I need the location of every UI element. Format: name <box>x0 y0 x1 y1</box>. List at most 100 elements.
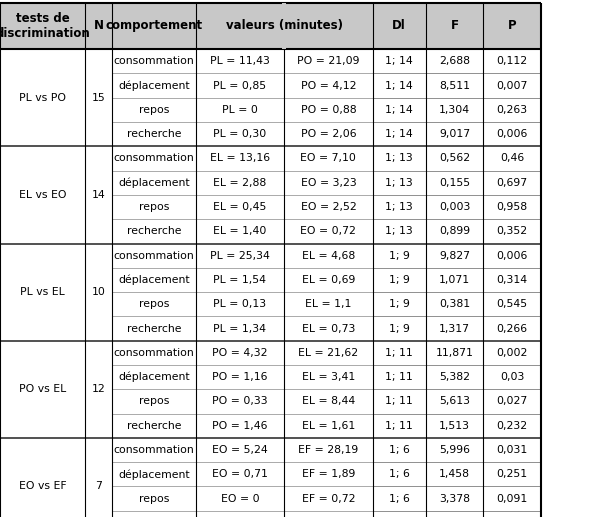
Text: déplacement: déplacement <box>118 177 189 188</box>
Text: 7: 7 <box>95 481 102 492</box>
Text: 0,697: 0,697 <box>497 178 528 188</box>
Text: EL = 1,40: EL = 1,40 <box>213 226 266 236</box>
Text: EL = 4,68: EL = 4,68 <box>302 251 355 261</box>
Text: PO = 4,32: PO = 4,32 <box>212 348 268 358</box>
Text: PL = 0,13: PL = 0,13 <box>213 299 266 309</box>
Text: recherche: recherche <box>127 129 181 139</box>
Text: 9,017: 9,017 <box>439 129 470 139</box>
Text: PO = 2,06: PO = 2,06 <box>301 129 356 139</box>
Text: EL vs EO: EL vs EO <box>18 190 66 200</box>
Text: 1,317: 1,317 <box>439 324 470 333</box>
Text: 8,511: 8,511 <box>439 81 470 90</box>
Text: 10: 10 <box>92 287 105 297</box>
Text: 1; 11: 1; 11 <box>385 397 413 406</box>
Text: 12: 12 <box>92 384 105 394</box>
Text: repos: repos <box>138 105 169 115</box>
Text: EL = 21,62: EL = 21,62 <box>298 348 359 358</box>
Text: 1; 14: 1; 14 <box>385 56 413 66</box>
Text: 11,871: 11,871 <box>435 348 474 358</box>
Text: EL = 0,73: EL = 0,73 <box>302 324 355 333</box>
Text: EF = 0,72: EF = 0,72 <box>302 494 355 504</box>
Text: 1; 13: 1; 13 <box>385 178 413 188</box>
Text: PO vs EL: PO vs EL <box>19 384 66 394</box>
Text: 1; 13: 1; 13 <box>385 226 413 236</box>
Bar <box>0 3 541 49</box>
Text: 1; 11: 1; 11 <box>385 421 413 431</box>
Text: 1; 13: 1; 13 <box>385 154 413 163</box>
Text: repos: repos <box>138 494 169 504</box>
Text: 1; 14: 1; 14 <box>385 81 413 90</box>
Text: consommation: consommation <box>113 445 194 455</box>
Text: EO = 0,71: EO = 0,71 <box>212 469 268 479</box>
Text: EL = 13,16: EL = 13,16 <box>210 154 270 163</box>
Text: 5,613: 5,613 <box>439 397 470 406</box>
Text: 5,382: 5,382 <box>439 372 470 382</box>
Text: 0,002: 0,002 <box>496 348 528 358</box>
Text: 3,378: 3,378 <box>439 494 470 504</box>
Text: PL = 11,43: PL = 11,43 <box>210 56 270 66</box>
Text: 15: 15 <box>92 93 105 103</box>
Text: comportement: comportement <box>105 19 202 33</box>
Text: PL = 1,54: PL = 1,54 <box>213 275 266 285</box>
Text: F: F <box>450 19 459 33</box>
Text: PL = 1,34: PL = 1,34 <box>213 324 266 333</box>
Text: 1; 6: 1; 6 <box>389 469 410 479</box>
Text: 1,513: 1,513 <box>439 421 470 431</box>
Text: 1; 6: 1; 6 <box>389 494 410 504</box>
Text: consommation: consommation <box>113 154 194 163</box>
Text: EL = 8,44: EL = 8,44 <box>302 397 355 406</box>
Text: déplacement: déplacement <box>118 275 189 285</box>
Text: EO = 0: EO = 0 <box>221 494 259 504</box>
Text: 1,458: 1,458 <box>439 469 470 479</box>
Text: 0,562: 0,562 <box>439 154 470 163</box>
Text: PL = 0: PL = 0 <box>222 105 258 115</box>
Text: EF = 1,89: EF = 1,89 <box>302 469 355 479</box>
Text: PL = 0,85: PL = 0,85 <box>213 81 266 90</box>
Text: EO = 3,23: EO = 3,23 <box>301 178 356 188</box>
Text: 1; 9: 1; 9 <box>389 324 410 333</box>
Text: 0,266: 0,266 <box>497 324 528 333</box>
Text: consommation: consommation <box>113 56 194 66</box>
Text: déplacement: déplacement <box>118 372 189 383</box>
Text: consommation: consommation <box>113 348 194 358</box>
Text: repos: repos <box>138 202 169 212</box>
Text: recherche: recherche <box>127 226 181 236</box>
Text: 5,996: 5,996 <box>439 445 470 455</box>
Text: 0,263: 0,263 <box>497 105 528 115</box>
Text: repos: repos <box>138 299 169 309</box>
Text: PO = 0,33: PO = 0,33 <box>212 397 268 406</box>
Text: EO = 2,52: EO = 2,52 <box>301 202 356 212</box>
Text: repos: repos <box>138 397 169 406</box>
Text: tests de
discrimination: tests de discrimination <box>0 12 90 40</box>
Text: 0,007: 0,007 <box>496 81 528 90</box>
Text: 2,688: 2,688 <box>439 56 470 66</box>
Text: EL = 0,69: EL = 0,69 <box>302 275 355 285</box>
Text: 1; 6: 1; 6 <box>389 445 410 455</box>
Text: 1; 9: 1; 9 <box>389 251 410 261</box>
Text: 1; 9: 1; 9 <box>389 299 410 309</box>
Text: N: N <box>93 19 103 33</box>
Text: PO = 4,12: PO = 4,12 <box>301 81 356 90</box>
Text: PO = 1,16: PO = 1,16 <box>212 372 268 382</box>
Text: 0,899: 0,899 <box>439 226 470 236</box>
Text: PL = 25,34: PL = 25,34 <box>210 251 270 261</box>
Text: PL vs EL: PL vs EL <box>20 287 65 297</box>
Text: 0,381: 0,381 <box>439 299 470 309</box>
Text: PO = 21,09: PO = 21,09 <box>297 56 360 66</box>
Text: EO = 0,72: EO = 0,72 <box>301 226 356 236</box>
Text: déplacement: déplacement <box>118 80 189 91</box>
Text: 0,545: 0,545 <box>497 299 528 309</box>
Text: 1; 14: 1; 14 <box>385 105 413 115</box>
Text: EO vs EF: EO vs EF <box>18 481 66 492</box>
Text: EL = 0,45: EL = 0,45 <box>213 202 266 212</box>
Text: EL = 1,1: EL = 1,1 <box>305 299 352 309</box>
Text: EL = 2,88: EL = 2,88 <box>213 178 266 188</box>
Text: PO = 0,88: PO = 0,88 <box>301 105 356 115</box>
Text: 0,091: 0,091 <box>497 494 528 504</box>
Text: 1,071: 1,071 <box>439 275 470 285</box>
Text: EL = 3,41: EL = 3,41 <box>302 372 355 382</box>
Text: PL vs PO: PL vs PO <box>19 93 66 103</box>
Text: 1; 11: 1; 11 <box>385 372 413 382</box>
Text: valeurs (minutes): valeurs (minutes) <box>226 19 343 33</box>
Text: 0,232: 0,232 <box>497 421 528 431</box>
